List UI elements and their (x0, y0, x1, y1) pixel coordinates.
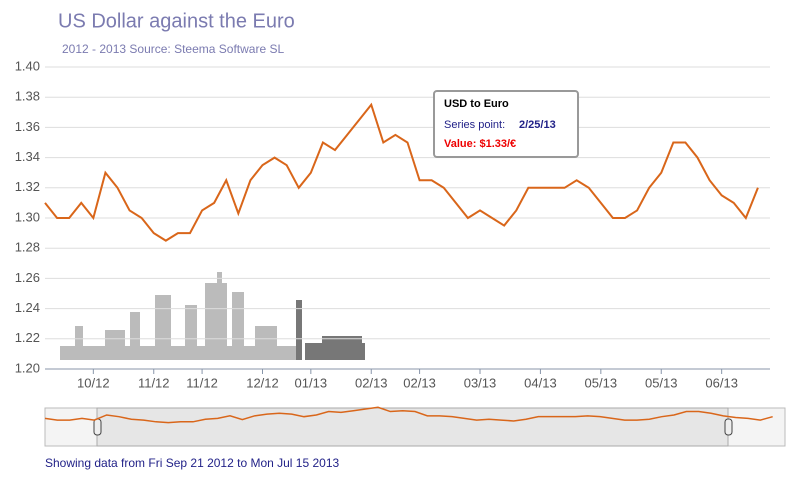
tooltip-value: Value: $1.33/€ (444, 138, 516, 150)
x-tick-label: 04/13 (524, 375, 557, 390)
x-tick-label: 12/12 (246, 375, 279, 390)
navigator-line (44, 406, 773, 424)
x-tick-label: 05/13 (645, 375, 678, 390)
y-tick-label: 1.26 (15, 270, 40, 285)
series-line (44, 102, 759, 242)
x-tick-label: 01/13 (295, 375, 328, 390)
y-tick-label: 1.40 (15, 58, 40, 73)
y-tick-label: 1.34 (15, 149, 40, 164)
x-tick-label: 02/13 (403, 375, 436, 390)
y-tick-label: 1.30 (15, 209, 40, 224)
tooltip: USD to Euro Series point: 2/25/13 Value:… (433, 90, 579, 158)
skyline (60, 272, 300, 360)
y-tick-label: 1.20 (15, 360, 40, 375)
y-tick-label: 1.32 (15, 179, 40, 194)
navigator-window[interactable] (96, 407, 729, 447)
chart-title: US Dollar against the Euro (58, 10, 295, 32)
tooltip-title: USD to Euro (444, 98, 509, 110)
x-tick-label: 03/13 (464, 375, 497, 390)
navigator-handle[interactable] (724, 418, 733, 436)
x-tick-label: 10/12 (77, 375, 110, 390)
x-tick-label: 06/13 (705, 375, 738, 390)
tooltip-label: Series point: (444, 119, 505, 131)
y-tick-label: 1.36 (15, 119, 40, 134)
navigator-handle[interactable] (93, 418, 102, 436)
tooltip-point: 2/25/13 (519, 119, 556, 131)
footer: Showing data from Fri Sep 21 2012 to Mon… (45, 456, 340, 470)
y-tick-label: 1.38 (15, 89, 40, 104)
x-tick-label: 02/13 (355, 375, 388, 390)
y-tick-label: 1.22 (15, 330, 40, 345)
skyline-dark (296, 300, 365, 360)
x-tick-label: 05/13 (585, 375, 618, 390)
x-tick-label: 11/12 (138, 375, 170, 390)
x-tick-label: 11/12 (186, 375, 218, 390)
chart-subtitle: 2012 - 2013 Source: Steema Software SL (62, 42, 284, 56)
y-tick-label: 1.24 (15, 300, 40, 315)
y-tick-label: 1.28 (15, 240, 40, 255)
